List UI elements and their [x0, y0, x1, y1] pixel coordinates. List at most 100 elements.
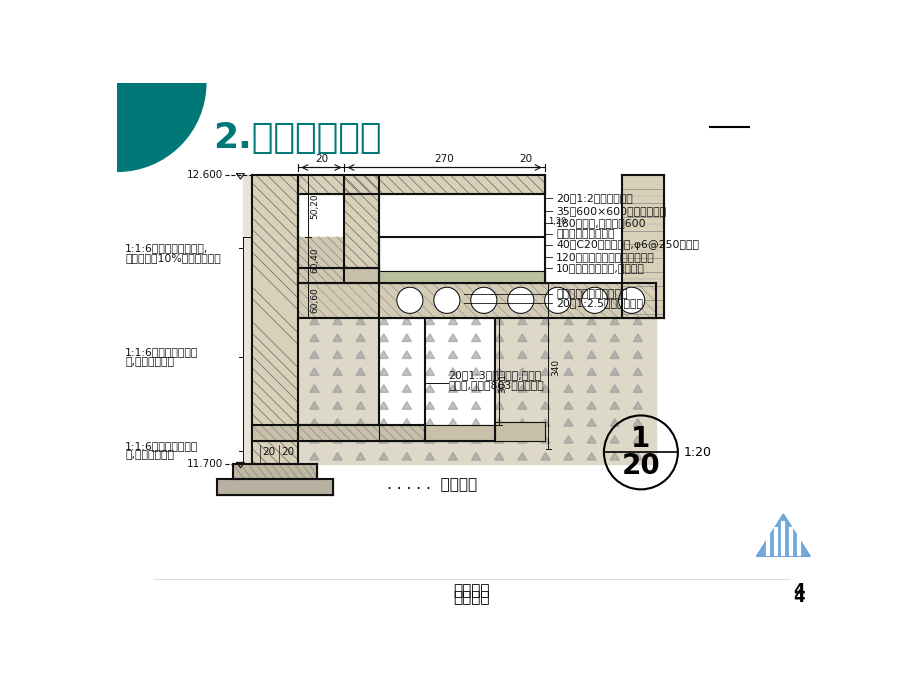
Polygon shape [494, 368, 504, 375]
Polygon shape [448, 334, 457, 342]
Polygon shape [333, 317, 342, 324]
Polygon shape [379, 402, 388, 409]
Polygon shape [379, 453, 388, 460]
Text: 1:1:6水泥石灰砂浆打: 1:1:6水泥石灰砂浆打 [125, 347, 199, 357]
Polygon shape [632, 368, 641, 375]
Circle shape [581, 287, 607, 313]
Polygon shape [448, 317, 457, 324]
Polygon shape [609, 435, 618, 443]
Polygon shape [333, 435, 342, 443]
Polygon shape [586, 419, 596, 426]
Text: 60,60: 60,60 [311, 287, 319, 313]
Polygon shape [402, 402, 411, 409]
Polygon shape [402, 317, 411, 324]
Polygon shape [379, 368, 388, 375]
Polygon shape [563, 419, 573, 426]
Polygon shape [563, 368, 573, 375]
Polygon shape [540, 453, 550, 460]
Polygon shape [402, 419, 411, 426]
Polygon shape [344, 175, 379, 268]
Text: 20: 20 [518, 155, 531, 164]
Polygon shape [494, 422, 544, 441]
Polygon shape [517, 419, 527, 426]
Polygon shape [494, 453, 504, 460]
Polygon shape [448, 351, 457, 359]
Polygon shape [494, 435, 504, 443]
Polygon shape [310, 351, 319, 359]
Polygon shape [252, 175, 298, 464]
Text: 20厚1:2.5水泥砂浆粉面: 20厚1:2.5水泥砂浆粉面 [556, 298, 642, 308]
Polygon shape [609, 368, 618, 375]
Circle shape [544, 287, 570, 313]
Polygon shape [563, 351, 573, 359]
Text: 10厚纸筋灰浆粉平,刷白二度: 10厚纸筋灰浆粉平,刷白二度 [556, 263, 644, 273]
Polygon shape [517, 317, 527, 324]
Polygon shape [425, 435, 434, 443]
Polygon shape [310, 334, 319, 342]
Text: 12.600: 12.600 [187, 170, 223, 180]
Polygon shape [609, 334, 618, 342]
Text: 运用材料: 运用材料 [453, 590, 489, 604]
Polygon shape [402, 384, 411, 393]
Polygon shape [586, 368, 596, 375]
Polygon shape [586, 402, 596, 409]
Polygon shape [217, 480, 333, 495]
Polygon shape [517, 453, 527, 460]
Polygon shape [563, 402, 573, 409]
Text: 20: 20 [314, 155, 327, 164]
Text: 180高砖墩,纵横中距600: 180高砖墩,纵横中距600 [556, 218, 646, 228]
Polygon shape [379, 317, 388, 324]
Polygon shape [448, 368, 457, 375]
Polygon shape [425, 453, 434, 460]
Polygon shape [310, 402, 319, 409]
Polygon shape [494, 351, 504, 359]
Text: 35厚600×600混凝土架空板: 35厚600×600混凝土架空板 [556, 206, 665, 217]
Polygon shape [425, 402, 434, 409]
Polygon shape [632, 453, 641, 460]
Polygon shape [621, 175, 664, 317]
Polygon shape [471, 334, 481, 342]
Polygon shape [298, 317, 655, 464]
Polygon shape [356, 334, 365, 342]
Polygon shape [563, 435, 573, 443]
Text: 1: 1 [630, 424, 650, 453]
Polygon shape [298, 283, 655, 317]
Polygon shape [333, 453, 342, 460]
Polygon shape [471, 351, 481, 359]
Polygon shape [379, 384, 388, 393]
Polygon shape [310, 368, 319, 375]
Polygon shape [471, 453, 481, 460]
Polygon shape [609, 317, 618, 324]
Polygon shape [379, 426, 494, 441]
Text: 1:20: 1:20 [684, 446, 711, 459]
Text: 270: 270 [434, 155, 454, 164]
Polygon shape [310, 453, 319, 460]
Polygon shape [632, 384, 641, 393]
Polygon shape [586, 384, 596, 393]
Text: 11.700: 11.700 [187, 459, 223, 469]
Text: 2.墙身节点详图: 2.墙身节点详图 [213, 121, 381, 155]
Polygon shape [471, 384, 481, 393]
Polygon shape [356, 384, 365, 393]
Polygon shape [471, 402, 481, 409]
Polygon shape [563, 453, 573, 460]
Polygon shape [471, 368, 481, 375]
Polygon shape [310, 435, 319, 443]
Polygon shape [379, 351, 388, 359]
Circle shape [618, 287, 644, 313]
Polygon shape [540, 384, 550, 393]
Circle shape [433, 287, 460, 313]
Polygon shape [402, 351, 411, 359]
Polygon shape [333, 334, 342, 342]
Polygon shape [586, 351, 596, 359]
Polygon shape [517, 402, 527, 409]
Polygon shape [379, 435, 388, 443]
Polygon shape [402, 453, 411, 460]
Text: 50,20: 50,20 [311, 193, 319, 219]
Polygon shape [540, 368, 550, 375]
Polygon shape [471, 317, 481, 324]
Polygon shape [356, 368, 365, 375]
Circle shape [471, 287, 496, 313]
Polygon shape [609, 453, 618, 460]
Polygon shape [563, 334, 573, 342]
